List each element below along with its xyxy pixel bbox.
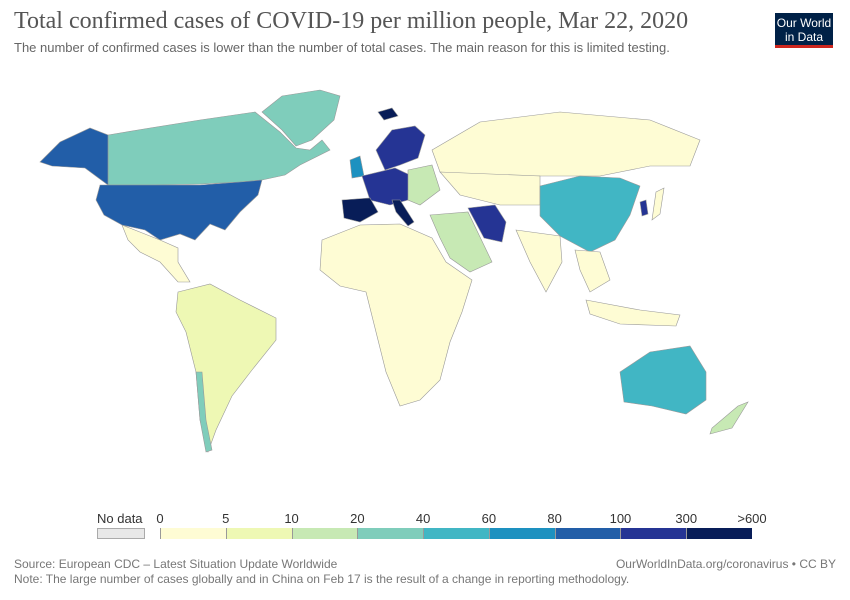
south-america[interactable] xyxy=(175,283,277,454)
new-zealand[interactable] xyxy=(709,401,749,435)
alaska[interactable] xyxy=(39,127,109,186)
central-asia[interactable] xyxy=(439,171,541,206)
india[interactable] xyxy=(515,229,563,293)
spain[interactable] xyxy=(341,197,379,223)
legend-bin-8 xyxy=(686,528,753,539)
no-data-swatch xyxy=(97,528,145,539)
legend-bin-5 xyxy=(488,528,555,539)
legend-tick: 40 xyxy=(415,511,431,526)
usa[interactable] xyxy=(95,179,263,241)
middle-east[interactable] xyxy=(429,211,493,273)
legend-bin-4 xyxy=(423,528,489,539)
greenland[interactable] xyxy=(261,89,341,147)
scandinavia[interactable] xyxy=(375,125,426,171)
africa[interactable] xyxy=(319,223,473,407)
russia[interactable] xyxy=(431,111,701,177)
legend-bin-6 xyxy=(554,528,621,539)
italy[interactable] xyxy=(391,199,415,227)
iceland[interactable] xyxy=(377,107,399,121)
legend-bin-7 xyxy=(620,528,687,539)
chart-title: Total confirmed cases of COVID-19 per mi… xyxy=(14,8,689,34)
legend-tick: 20 xyxy=(350,511,365,526)
legend-tick: 5 xyxy=(222,511,230,526)
color-legend xyxy=(160,528,753,539)
iran[interactable] xyxy=(467,204,507,243)
legend-bin-0 xyxy=(160,528,226,539)
legend-tick: >600 xyxy=(737,511,767,526)
southeast-asia[interactable] xyxy=(574,249,611,293)
south-korea[interactable] xyxy=(639,199,649,217)
world-map xyxy=(39,89,749,454)
australia[interactable] xyxy=(619,345,707,415)
legend-tick: 300 xyxy=(675,511,698,526)
legend-tick: 60 xyxy=(481,511,497,526)
note-text: Note: The large number of cases globally… xyxy=(14,572,630,586)
legend-bin-2 xyxy=(291,528,358,539)
chart-subtitle: The number of confirmed cases is lower t… xyxy=(14,40,670,55)
legend-bin-1 xyxy=(225,528,292,539)
indonesia[interactable] xyxy=(585,299,681,327)
eastern-europe[interactable] xyxy=(407,164,441,206)
mexico-central-america[interactable] xyxy=(121,224,191,283)
legend-tick: 80 xyxy=(547,511,562,526)
canada[interactable] xyxy=(107,111,331,186)
japan[interactable] xyxy=(651,187,665,221)
no-data-label: No data xyxy=(97,511,143,526)
uk[interactable] xyxy=(349,155,365,179)
owid-logo[interactable]: Our World in Data xyxy=(775,13,833,48)
legend-tick: 100 xyxy=(609,511,632,526)
legend-tick: 10 xyxy=(284,511,299,526)
legend-tick: 0 xyxy=(156,511,164,526)
chile[interactable] xyxy=(195,371,213,453)
url-link[interactable]: OurWorldInData.org/coronavirus • CC BY xyxy=(615,557,836,571)
source-text: Source: European CDC – Latest Situation … xyxy=(14,557,338,571)
china[interactable] xyxy=(539,175,641,253)
legend-bin-3 xyxy=(357,528,424,539)
